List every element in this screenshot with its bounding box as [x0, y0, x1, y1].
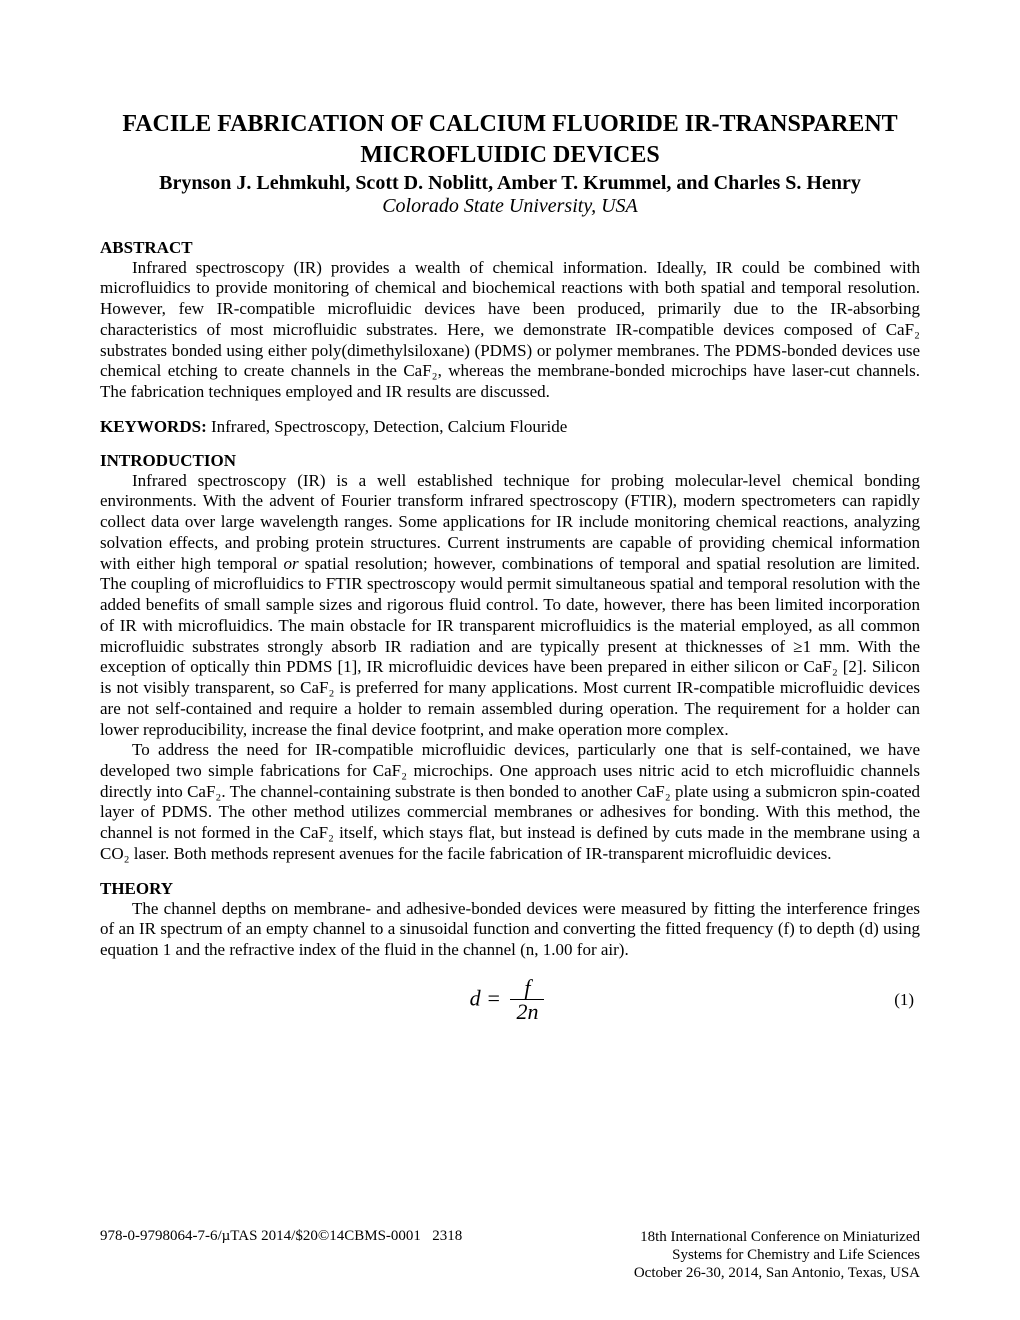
footer-conference-line1: 18th International Conference on Miniatu… [634, 1228, 920, 1246]
theory-body: The channel depths on membrane- and adhe… [100, 899, 920, 961]
introduction-heading: INTRODUCTION [100, 451, 920, 471]
footer-left: 978-0-9798064-7-6/µTAS 2014/$20©14CBMS-0… [100, 1228, 462, 1245]
footer-conference-line3: October 26-30, 2014, San Antonio, Texas,… [634, 1264, 920, 1282]
equation-denominator: 2n [510, 1000, 544, 1024]
theory-heading: THEORY [100, 879, 920, 899]
footer-conference-line2: Systems for Chemistry and Life Sciences [634, 1246, 920, 1264]
abstract-heading: ABSTRACT [100, 238, 920, 258]
footer-isbn: 978-0-9798064-7-6/µTAS 2014/$20©14CBMS-0… [100, 1228, 421, 1244]
authors: Brynson J. Lehmkuhl, Scott D. Noblitt, A… [100, 172, 920, 195]
page-container: FACILE FABRICATION OF CALCIUM FLUORIDE I… [0, 0, 1020, 1320]
paper-title-line2: MICROFLUIDIC DEVICES [100, 141, 920, 170]
keywords-line: KEYWORDS: Infrared, Spectroscopy, Detect… [100, 417, 920, 437]
equation-1: d = f 2n (1) [100, 977, 920, 1024]
keywords-label: KEYWORDS: [100, 417, 207, 436]
equation-lhs: d = [470, 986, 501, 1011]
abstract-body: Infrared spectroscopy (IR) provides a we… [100, 258, 920, 403]
intro-p1-or: or [284, 554, 299, 573]
paper-title-line1: FACILE FABRICATION OF CALCIUM FLUORIDE I… [100, 110, 920, 139]
footer-right: 18th International Conference on Miniatu… [634, 1228, 920, 1282]
affiliation: Colorado State University, USA [100, 195, 920, 218]
footer-page-number: 2318 [432, 1228, 462, 1244]
introduction-paragraph-2: To address the need for IR-compatible mi… [100, 740, 920, 864]
equation-number: (1) [544, 990, 920, 1010]
equation-fraction: f 2n [510, 977, 544, 1024]
introduction-paragraph-1: Infrared spectroscopy (IR) is a well est… [100, 471, 920, 741]
page-footer: 978-0-9798064-7-6/µTAS 2014/$20©14CBMS-0… [100, 1228, 920, 1282]
intro-p1-part-b: spatial resolution; however, combination… [100, 554, 920, 739]
equation-expression: d = f 2n [470, 977, 545, 1024]
equation-numerator: f [510, 977, 544, 1000]
keywords-body: Infrared, Spectroscopy, Detection, Calci… [207, 417, 568, 436]
